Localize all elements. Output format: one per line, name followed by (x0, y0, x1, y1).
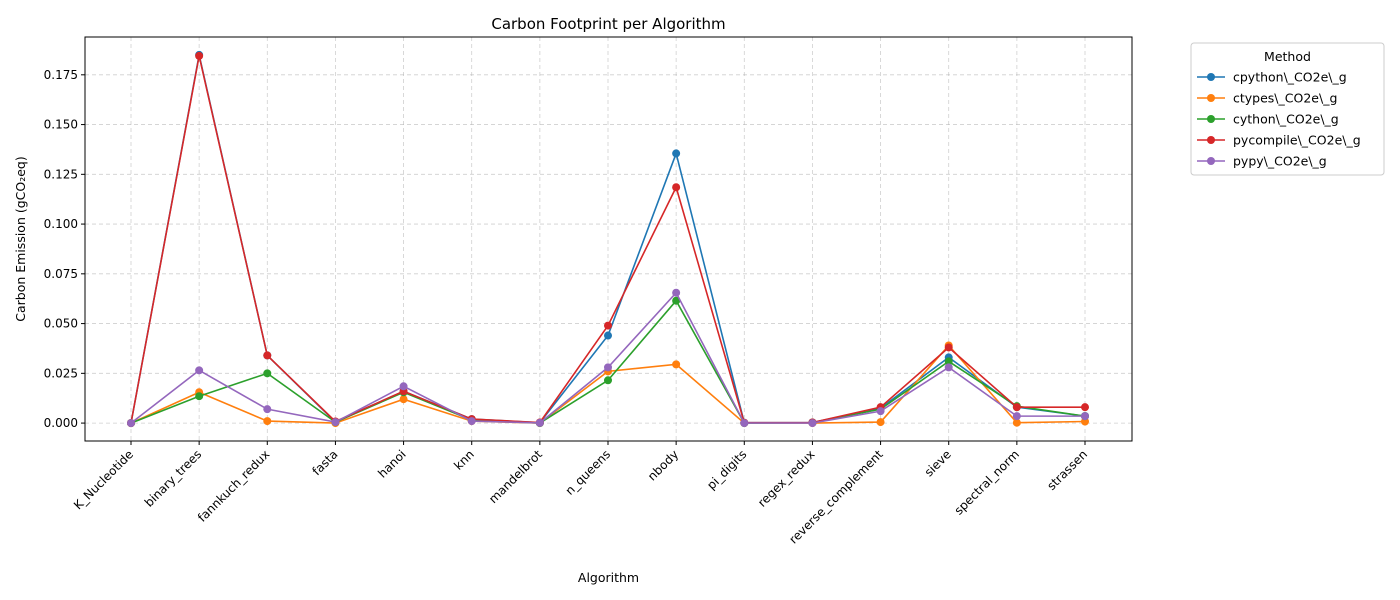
series-point (331, 418, 340, 427)
series-point (1012, 403, 1021, 412)
y-tick-label: 0.000 (44, 416, 78, 430)
series-point (1012, 412, 1021, 421)
series-point (263, 417, 272, 426)
series-point (535, 418, 544, 427)
series-point (1012, 418, 1021, 427)
series-point (1081, 412, 1089, 421)
y-tick-label: 0.175 (44, 68, 78, 82)
series-point (195, 366, 204, 375)
series-point (876, 418, 885, 427)
y-tick-label: 0.025 (44, 366, 78, 380)
chart-title: Carbon Footprint per Algorithm (491, 15, 725, 33)
series-point (672, 288, 681, 297)
legend-swatch-marker (1207, 157, 1215, 165)
series-layer (127, 50, 1089, 428)
y-tick-label: 0.050 (44, 317, 78, 331)
series-point (195, 51, 204, 60)
y-tick-label: 0.075 (44, 267, 78, 281)
series-point (808, 419, 817, 428)
series-point (944, 357, 953, 366)
legend-title: Method (1264, 49, 1311, 64)
series-point (263, 369, 272, 378)
series-point (195, 392, 204, 401)
series-point (263, 405, 272, 414)
series-point (944, 363, 953, 372)
series-point (263, 351, 272, 360)
series-point (467, 417, 476, 426)
x-axis-label: Algorithm (578, 570, 639, 585)
legend-label: ctypes\_CO2e\_g (1233, 91, 1337, 106)
legend: Method cpython\_CO2e\_g ctypes\_CO2e\_gcy… (1190, 42, 1385, 176)
series-point (876, 407, 885, 416)
series-point (604, 321, 612, 330)
series-point (740, 419, 749, 428)
y-axis-label: Carbon Emission (gCO₂eq) (13, 156, 28, 322)
series-point (604, 376, 612, 385)
series-point (672, 296, 681, 305)
y-tick-label: 0.100 (44, 217, 78, 231)
legend-label: pycompile\_CO2e\_g (1233, 133, 1361, 148)
legend-label: cpython\_CO2e\_g (1233, 70, 1347, 85)
series-point (672, 183, 681, 192)
y-tick-label: 0.150 (44, 118, 78, 132)
legend-swatch-marker (1207, 115, 1215, 123)
legend-items: cpython\_CO2e\_g ctypes\_CO2e\_g cython\_C… (1197, 70, 1361, 169)
series-point (604, 363, 612, 372)
legend-label: pypy\_CO2e\_g (1233, 154, 1327, 169)
y-tick-label: 0.125 (44, 167, 78, 181)
series-point (944, 343, 953, 352)
legend-swatch-marker (1207, 94, 1215, 102)
series-point (672, 149, 681, 158)
series-point (399, 395, 408, 404)
legend-label: cython\_CO2e\_g (1233, 112, 1339, 127)
series-point (672, 360, 681, 369)
series-point (1081, 403, 1089, 412)
series-point (127, 419, 135, 428)
legend-swatch-marker (1207, 73, 1215, 81)
series-point (399, 382, 408, 391)
legend-swatch-marker (1207, 136, 1215, 144)
legend-box (1190, 42, 1385, 176)
series-point (604, 331, 612, 340)
